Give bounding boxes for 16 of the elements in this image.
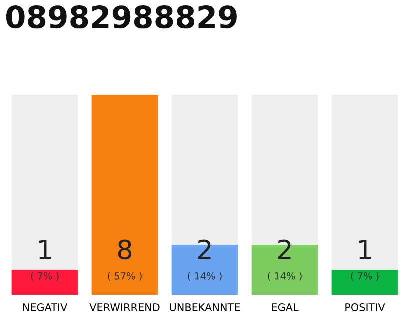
x-tick-label: EGAL [272, 304, 299, 312]
annotation: ( 57% ) [108, 272, 142, 281]
annotation: ( 14% ) [188, 272, 222, 281]
data-label: 2 [278, 240, 291, 260]
chart-title: 08982988829 [6, 6, 237, 29]
x-tick-label: POSITIV [346, 304, 386, 312]
annotation: ( 14% ) [268, 272, 302, 281]
x-tick-label: NEGATIV [23, 304, 68, 312]
data-label: 1 [40, 240, 51, 260]
data-label: 2 [198, 240, 211, 260]
data-label: 1 [360, 240, 371, 260]
x-tick-label: UNBEKANNTE [170, 304, 240, 312]
annotation: ( 7% ) [351, 272, 379, 281]
x-tick-label: VERWIRREND [90, 304, 160, 312]
data-label: 8 [118, 240, 132, 260]
annotation: ( 7% ) [31, 272, 59, 281]
